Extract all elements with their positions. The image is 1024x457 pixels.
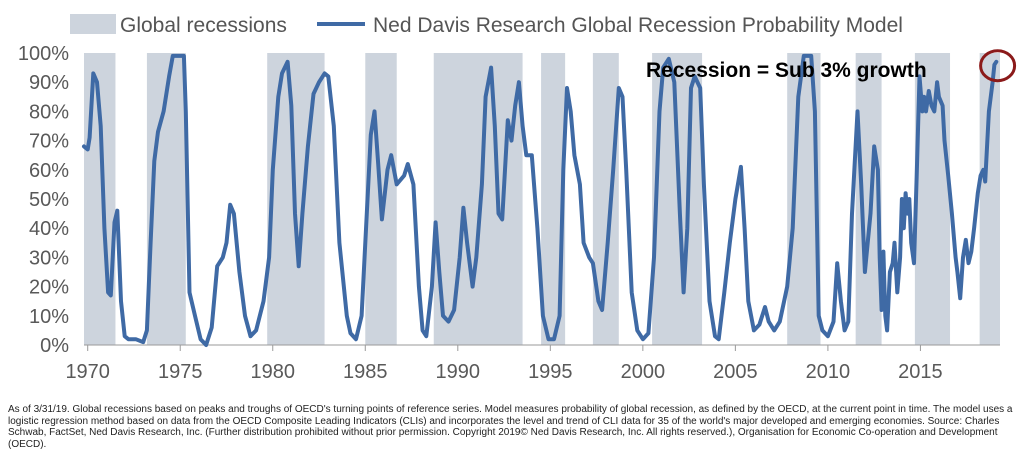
y-tick-label: 90% [29,72,69,94]
y-tick-label: 30% [29,247,69,269]
recession-probability-chart: Global recessions Ned Davis Research Glo… [18,14,1017,383]
x-tick-label: 2015 [898,361,943,383]
y-tick-label: 80% [29,101,69,123]
chart-legend: Global recessions Ned Davis Research Glo… [70,14,903,37]
x-tick-label: 2010 [806,361,851,383]
x-tick-label: 2000 [621,361,666,383]
legend-series-label: Ned Davis Research Global Recession Prob… [373,14,903,37]
chart-footnote: As of 3/31/19. Global recessions based o… [8,404,1013,450]
y-tick-label: 100% [18,43,69,65]
x-tick-label: 1970 [65,361,110,383]
x-tick-label: 2005 [713,361,758,383]
recession-band-4 [433,53,523,345]
x-tick-label: 1995 [528,361,573,383]
probability-series-line [82,53,999,347]
x-tick-label: 1980 [251,361,296,383]
y-tick-label: 0% [40,335,69,357]
annotation-text: Recession = Sub 3% growth [646,59,927,82]
y-tick-label: 20% [29,277,69,299]
y-tick-label: 40% [29,218,69,240]
annotation-circle [979,49,1017,83]
x-tick-label: 1990 [436,361,481,383]
y-tick-label: 60% [29,160,69,182]
y-axis: 0% 10% 20% 30% 40% 50% 60% 70% 80% 90% 100% [18,43,69,357]
recession-band-11 [979,53,1000,345]
x-axis: 1970 1975 1980 1985 1990 1995 2000 2005 2010 2015 [65,345,943,383]
y-tick-label: 50% [29,189,69,211]
y-tick-label: 70% [29,131,69,153]
legend-recession-swatch [70,14,116,34]
y-tick-label: 10% [29,306,69,328]
x-tick-label: 1985 [343,361,388,383]
x-tick-label: 1975 [158,361,203,383]
legend-recession-label: Global recessions [120,14,287,37]
